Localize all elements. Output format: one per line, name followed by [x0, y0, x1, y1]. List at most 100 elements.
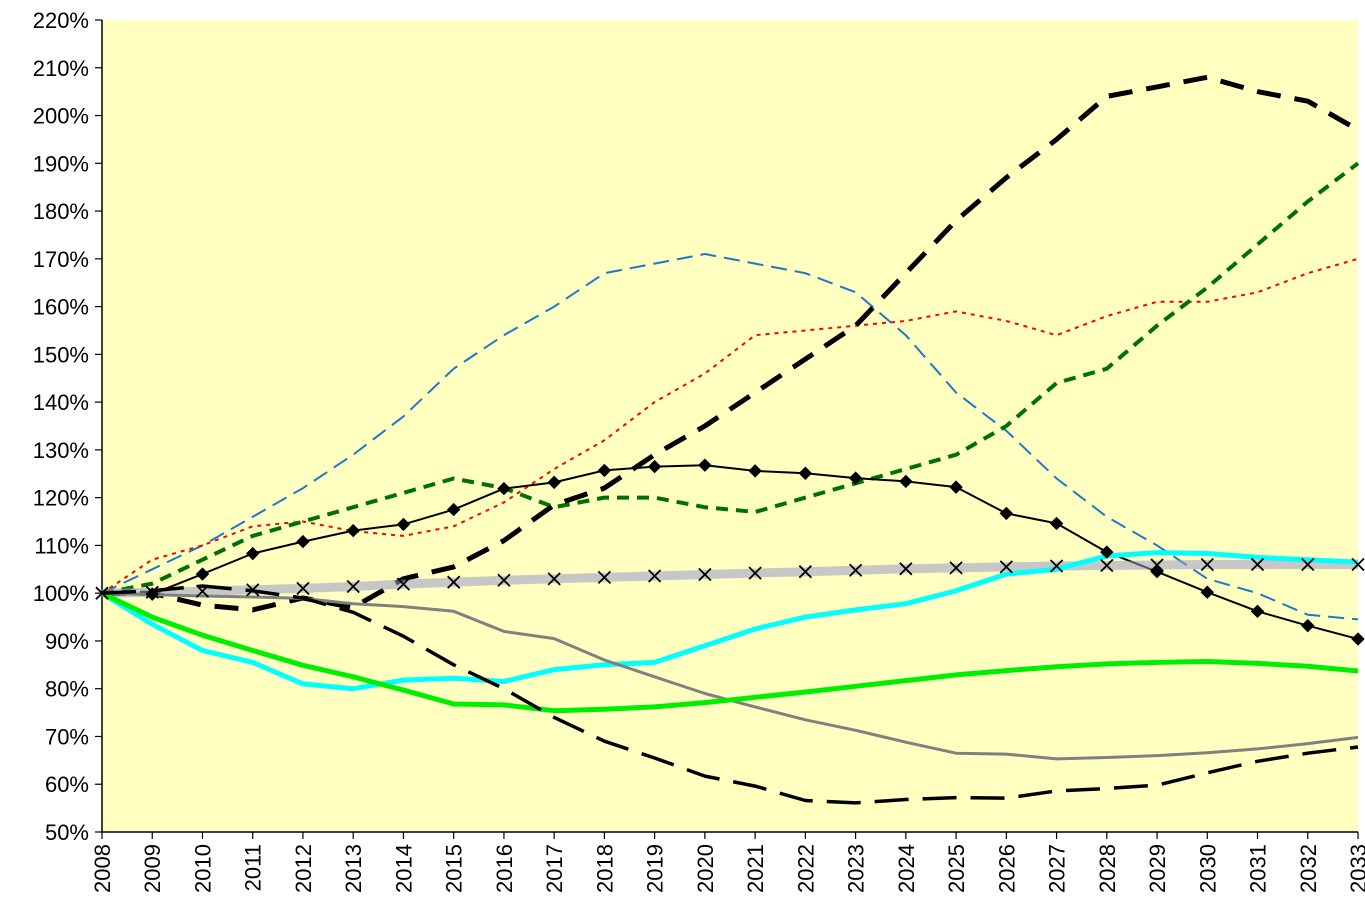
data-point-x — [899, 562, 913, 576]
y-tick-label: 180% — [33, 199, 89, 224]
series-line-1 — [101, 253, 1359, 621]
data-point-diamond — [547, 475, 561, 490]
x-axis: 2008 2009 2010 2011 2012 2013 2014 2015 2016 2017… — [90, 831, 1365, 893]
x-tick-label: 2027 — [1045, 844, 1070, 893]
data-point-x — [1150, 558, 1164, 572]
x-tick-label: 2010 — [190, 844, 215, 893]
x-tick-label: 2009 — [140, 844, 165, 893]
data-point-x — [949, 561, 963, 575]
marker-layer — [95, 458, 1365, 646]
data-point-diamond — [1049, 516, 1064, 531]
x-tick-label: 2032 — [1296, 844, 1321, 893]
x-mark-stroke — [748, 566, 762, 580]
x-tick-label: 2013 — [341, 844, 366, 893]
data-point-diamond — [597, 463, 612, 478]
x-mark-stroke — [296, 581, 310, 596]
x-tick-label: 2030 — [1195, 844, 1220, 893]
x-tick-label: 2023 — [844, 844, 869, 893]
x-tick-label: 2021 — [743, 844, 768, 893]
data-point-diamond — [999, 506, 1014, 521]
data-point-diamond — [145, 587, 159, 601]
data-point-x — [1250, 557, 1265, 572]
data-point-diamond — [446, 502, 461, 517]
data-point-diamond — [949, 480, 963, 494]
x-mark-stroke — [1100, 558, 1114, 573]
x-tick-label: 2020 — [693, 844, 718, 893]
x-mark-stroke — [1150, 558, 1164, 572]
x-mark-stroke — [597, 570, 612, 585]
x-mark-stroke — [1200, 557, 1214, 572]
data-point-x — [597, 570, 612, 585]
x-mark-stroke — [1351, 557, 1365, 572]
x-tick-label: 2022 — [793, 844, 818, 893]
series-line-7 — [100, 550, 1359, 692]
data-point-x — [95, 586, 109, 600]
y-axis: 50% 60% 70% 80% 90% 100% 110% 120% 130% 140% 150% 1… — [33, 8, 103, 845]
data-point-x — [1049, 559, 1064, 573]
data-point-x — [547, 572, 561, 586]
data-point-x — [798, 565, 812, 579]
data-point-diamond — [698, 458, 712, 472]
y-tick-label: 110% — [34, 533, 89, 558]
y-tick-label: 170% — [33, 247, 89, 272]
x-tick-label: 2008 — [90, 844, 115, 893]
y-tick-label: 220% — [33, 8, 89, 33]
data-point-x — [447, 575, 461, 589]
data-point-x — [698, 567, 712, 582]
y-tick-label: 80% — [45, 677, 89, 702]
y-tick-label: 190% — [33, 151, 89, 176]
x-mark-stroke — [648, 569, 662, 583]
y-tick-label: 60% — [45, 772, 89, 797]
x-mark-stroke — [899, 562, 913, 576]
x-mark-stroke — [949, 561, 963, 575]
data-point-diamond — [1301, 618, 1315, 633]
y-tick-label: 100% — [33, 581, 89, 606]
y-tick-label: 70% — [45, 724, 89, 749]
data-point-x — [1301, 557, 1315, 572]
data-point-diamond — [296, 534, 310, 549]
y-tick-label: 50% — [45, 820, 89, 845]
x-mark-stroke — [246, 583, 260, 597]
x-tick-label: 2018 — [592, 844, 617, 893]
data-point-diamond — [346, 523, 360, 538]
x-tick-label: 2015 — [442, 844, 467, 893]
x-mark-stroke — [396, 577, 411, 591]
x-tick-label: 2028 — [1095, 844, 1120, 893]
x-mark-stroke — [999, 560, 1013, 574]
data-point-x — [648, 569, 662, 583]
x-tick-label: 2025 — [944, 844, 969, 893]
y-tick-label: 210% — [33, 56, 89, 81]
x-mark-stroke — [1250, 557, 1265, 572]
data-point-x — [296, 581, 310, 596]
data-point-diamond — [246, 546, 260, 561]
series-line-2 — [101, 257, 1359, 595]
data-point-diamond — [1250, 604, 1265, 619]
data-point-diamond — [848, 471, 863, 485]
series-line-9 — [100, 590, 1359, 714]
data-point-diamond — [195, 567, 210, 581]
x-mark-stroke — [346, 579, 360, 594]
x-mark-stroke — [1301, 557, 1315, 572]
x-mark-stroke — [848, 563, 863, 577]
x-tick-label: 2024 — [894, 844, 919, 893]
x-tick-label: 2033 — [1346, 844, 1365, 893]
data-point-diamond — [647, 459, 662, 474]
data-point-diamond — [798, 466, 813, 480]
x-mark-stroke — [497, 573, 511, 587]
x-tick-label: 2014 — [391, 844, 416, 893]
plot-area — [102, 20, 1358, 832]
x-tick-label: 2031 — [1246, 844, 1271, 893]
series-layer — [100, 74, 1360, 805]
data-point-x — [999, 560, 1013, 574]
y-tick-label: 90% — [45, 629, 89, 654]
x-tick-label: 2016 — [492, 844, 517, 893]
x-mark-stroke — [1049, 559, 1064, 573]
y-tick-label: 130% — [33, 438, 89, 463]
y-tick-label: 140% — [33, 390, 89, 415]
series-line-10 — [101, 584, 1359, 805]
data-point-x — [195, 584, 210, 598]
data-point-x — [848, 563, 863, 577]
x-tick-label: 2017 — [542, 844, 567, 893]
x-mark-stroke — [547, 572, 561, 586]
